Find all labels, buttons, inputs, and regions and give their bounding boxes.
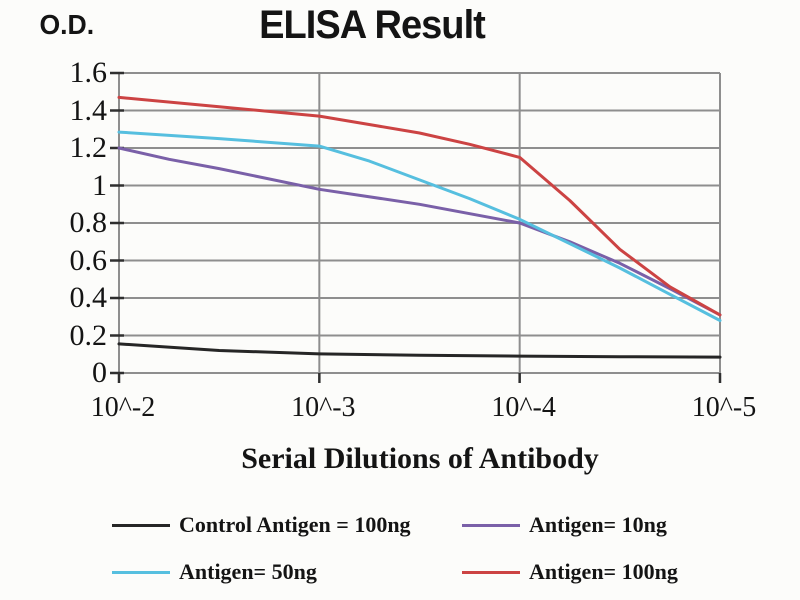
x-tick-label: 10^-3: [291, 392, 356, 423]
y-tick-label: 0.4: [69, 281, 108, 314]
y-tick-label: 1.2: [69, 131, 108, 164]
y-tick-label: 0.2: [69, 318, 108, 352]
x-tick-label: 10^-2: [90, 392, 156, 423]
series-line-1: [117, 146, 722, 317]
y-tick-label: 0.8: [69, 206, 108, 239]
y-tick-label: 0: [92, 356, 107, 389]
series-line-3: [117, 95, 722, 317]
x-tick-label: 10^-5: [691, 392, 757, 423]
y-tick-label: 1.6: [69, 56, 108, 89]
chart-title: ELISA Result: [259, 3, 486, 47]
y-axis-title: O.D.: [39, 9, 95, 40]
x-tick-label: 10^-4: [491, 392, 556, 423]
y-tick-label: 1: [92, 168, 107, 202]
series-line-0: [117, 342, 722, 359]
x-axis-title: Serial Dilutions of Antibody: [241, 442, 599, 475]
y-tick-label: 0.6: [69, 243, 108, 277]
series-line-2: [117, 130, 722, 322]
y-tick-label: 1.4: [69, 93, 108, 127]
